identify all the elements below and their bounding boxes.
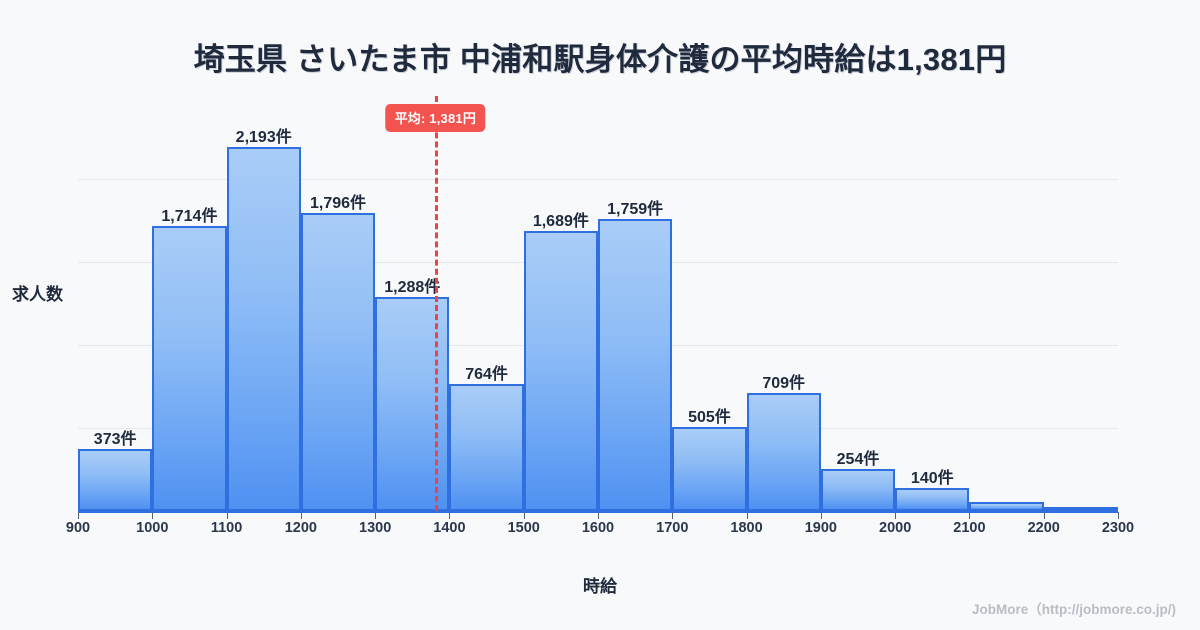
watermark: JobMore（http://jobmore.co.jp/): [972, 602, 1176, 617]
x-axis-tick-label: 1600: [581, 520, 615, 536]
bar[interactable]: [226, 146, 301, 511]
x-axis-tick-label: 1400: [433, 520, 466, 536]
x-axis-tick-label: 1800: [730, 520, 763, 536]
x-axis-tick: [820, 512, 822, 519]
x-axis-tick-label: 2100: [953, 520, 986, 536]
x-axis-tick-label: 1900: [804, 520, 837, 536]
x-axis-tick-label: 1100: [210, 520, 243, 536]
x-axis-tick-label: 900: [65, 520, 91, 536]
bar[interactable]: [300, 212, 376, 511]
bar-value-label: 254件: [836, 450, 880, 468]
x-axis-title: 時給: [583, 577, 617, 596]
x-axis-tick-label: 2000: [879, 520, 912, 536]
average-line: [435, 96, 439, 511]
x-axis-tick: [1118, 512, 1119, 519]
x-axis-tick: [375, 512, 377, 519]
x-axis-tick: [1043, 512, 1045, 519]
average-badge: 平均: 1,381円: [385, 104, 486, 132]
bar[interactable]: [523, 230, 598, 511]
plot-area: 373件 1,714件 2,193件 1,796件 1,288件 764件 1,689件 1,…: [66, 96, 1134, 536]
x-axis-tick-label: 1300: [359, 520, 392, 536]
x-axis-tick: [226, 512, 228, 519]
x-axis-tick: [300, 512, 302, 519]
bar-value-label: 505件: [688, 409, 731, 427]
bar[interactable]: [78, 449, 153, 511]
x-axis-tick: [598, 512, 599, 519]
bar-series: 373件 1,714件 2,193件 1,796件 1,288件 764件 1,689件 1,…: [78, 96, 1118, 512]
x-axis-tick: [746, 512, 748, 519]
page-title: 埼玉県 さいたま市 中浦和駅身体介護の平均時給は1,381円: [193, 42, 1007, 77]
x-axis-tick-label: 1700: [656, 520, 689, 536]
gridline: [78, 179, 1118, 180]
x-axis-tick-label: 1000: [136, 520, 169, 536]
x-axis-tick: [449, 512, 451, 519]
bar[interactable]: [969, 502, 1044, 511]
bar-value-label: 1,796件: [309, 194, 367, 212]
bar-value-label: 373件: [93, 431, 137, 449]
bar[interactable]: [672, 427, 747, 511]
bar[interactable]: [820, 468, 896, 511]
x-axis-tick: [895, 512, 897, 519]
bar-value-label: 1,288件: [384, 279, 441, 297]
bar-value-label: 764件: [465, 366, 508, 384]
x-axis-tick-label: 1500: [507, 520, 540, 536]
bar[interactable]: [598, 219, 673, 511]
x-axis-tick: [78, 512, 79, 519]
bar[interactable]: [449, 384, 524, 511]
x-axis-tick: [969, 512, 971, 519]
bar-value-label: 709件: [762, 375, 806, 393]
bar-value-label: 2,193件: [235, 128, 292, 146]
x-axis-tick-label: 1200: [284, 520, 317, 536]
x-axis-tick: [672, 512, 674, 519]
bar-value-label: 140件: [910, 469, 954, 487]
bar[interactable]: [152, 226, 227, 511]
bar-value-label: 1,759件: [607, 201, 664, 218]
x-axis-tick: [152, 512, 154, 519]
x-axis-tick: [523, 512, 525, 519]
bar[interactable]: [746, 393, 821, 511]
x-axis-tick-label: 2300: [1101, 520, 1135, 536]
x-axis-tick-label: 2200: [1027, 520, 1060, 536]
bar[interactable]: [895, 487, 970, 511]
bar-value-label: 1,689件: [532, 212, 589, 230]
bar-value-label: 1,714件: [161, 208, 218, 226]
bar[interactable]: [1043, 507, 1118, 511]
y-axis-title: 求人数: [12, 285, 63, 304]
